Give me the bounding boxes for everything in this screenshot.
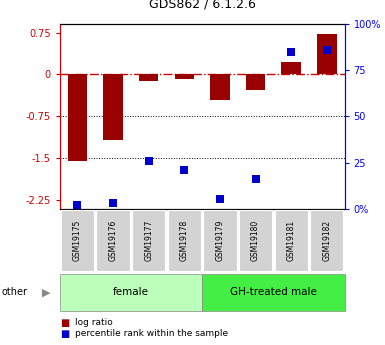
Text: GSM19180: GSM19180 <box>251 220 260 261</box>
Text: GSM19177: GSM19177 <box>144 220 153 261</box>
Text: GSM19182: GSM19182 <box>322 220 331 261</box>
Point <box>253 176 259 182</box>
Point <box>146 158 152 164</box>
Bar <box>103 75 123 140</box>
Bar <box>246 75 265 90</box>
Point <box>288 49 294 55</box>
Text: female: female <box>113 287 149 297</box>
Text: ■: ■ <box>60 318 69 327</box>
Text: GSM19178: GSM19178 <box>180 220 189 261</box>
Text: GSM19179: GSM19179 <box>216 220 224 261</box>
Text: GDS862 / 6.1.2.6: GDS862 / 6.1.2.6 <box>149 0 256 10</box>
Text: ▶: ▶ <box>42 287 50 297</box>
Text: percentile rank within the sample: percentile rank within the sample <box>75 329 228 338</box>
Point <box>324 47 330 53</box>
Point <box>74 202 80 208</box>
Text: log ratio: log ratio <box>75 318 113 327</box>
Bar <box>174 75 194 79</box>
Text: other: other <box>2 287 28 297</box>
Point <box>217 197 223 202</box>
Text: ■: ■ <box>60 329 69 338</box>
Bar <box>68 75 87 161</box>
Text: GSM19175: GSM19175 <box>73 220 82 261</box>
Text: GSM19176: GSM19176 <box>109 220 117 261</box>
Point <box>181 167 187 173</box>
Bar <box>139 75 159 81</box>
Bar <box>210 75 230 100</box>
Text: GSM19181: GSM19181 <box>287 220 296 261</box>
Bar <box>281 62 301 75</box>
Bar <box>317 34 336 75</box>
Text: GH-treated male: GH-treated male <box>230 287 317 297</box>
Point <box>110 200 116 206</box>
